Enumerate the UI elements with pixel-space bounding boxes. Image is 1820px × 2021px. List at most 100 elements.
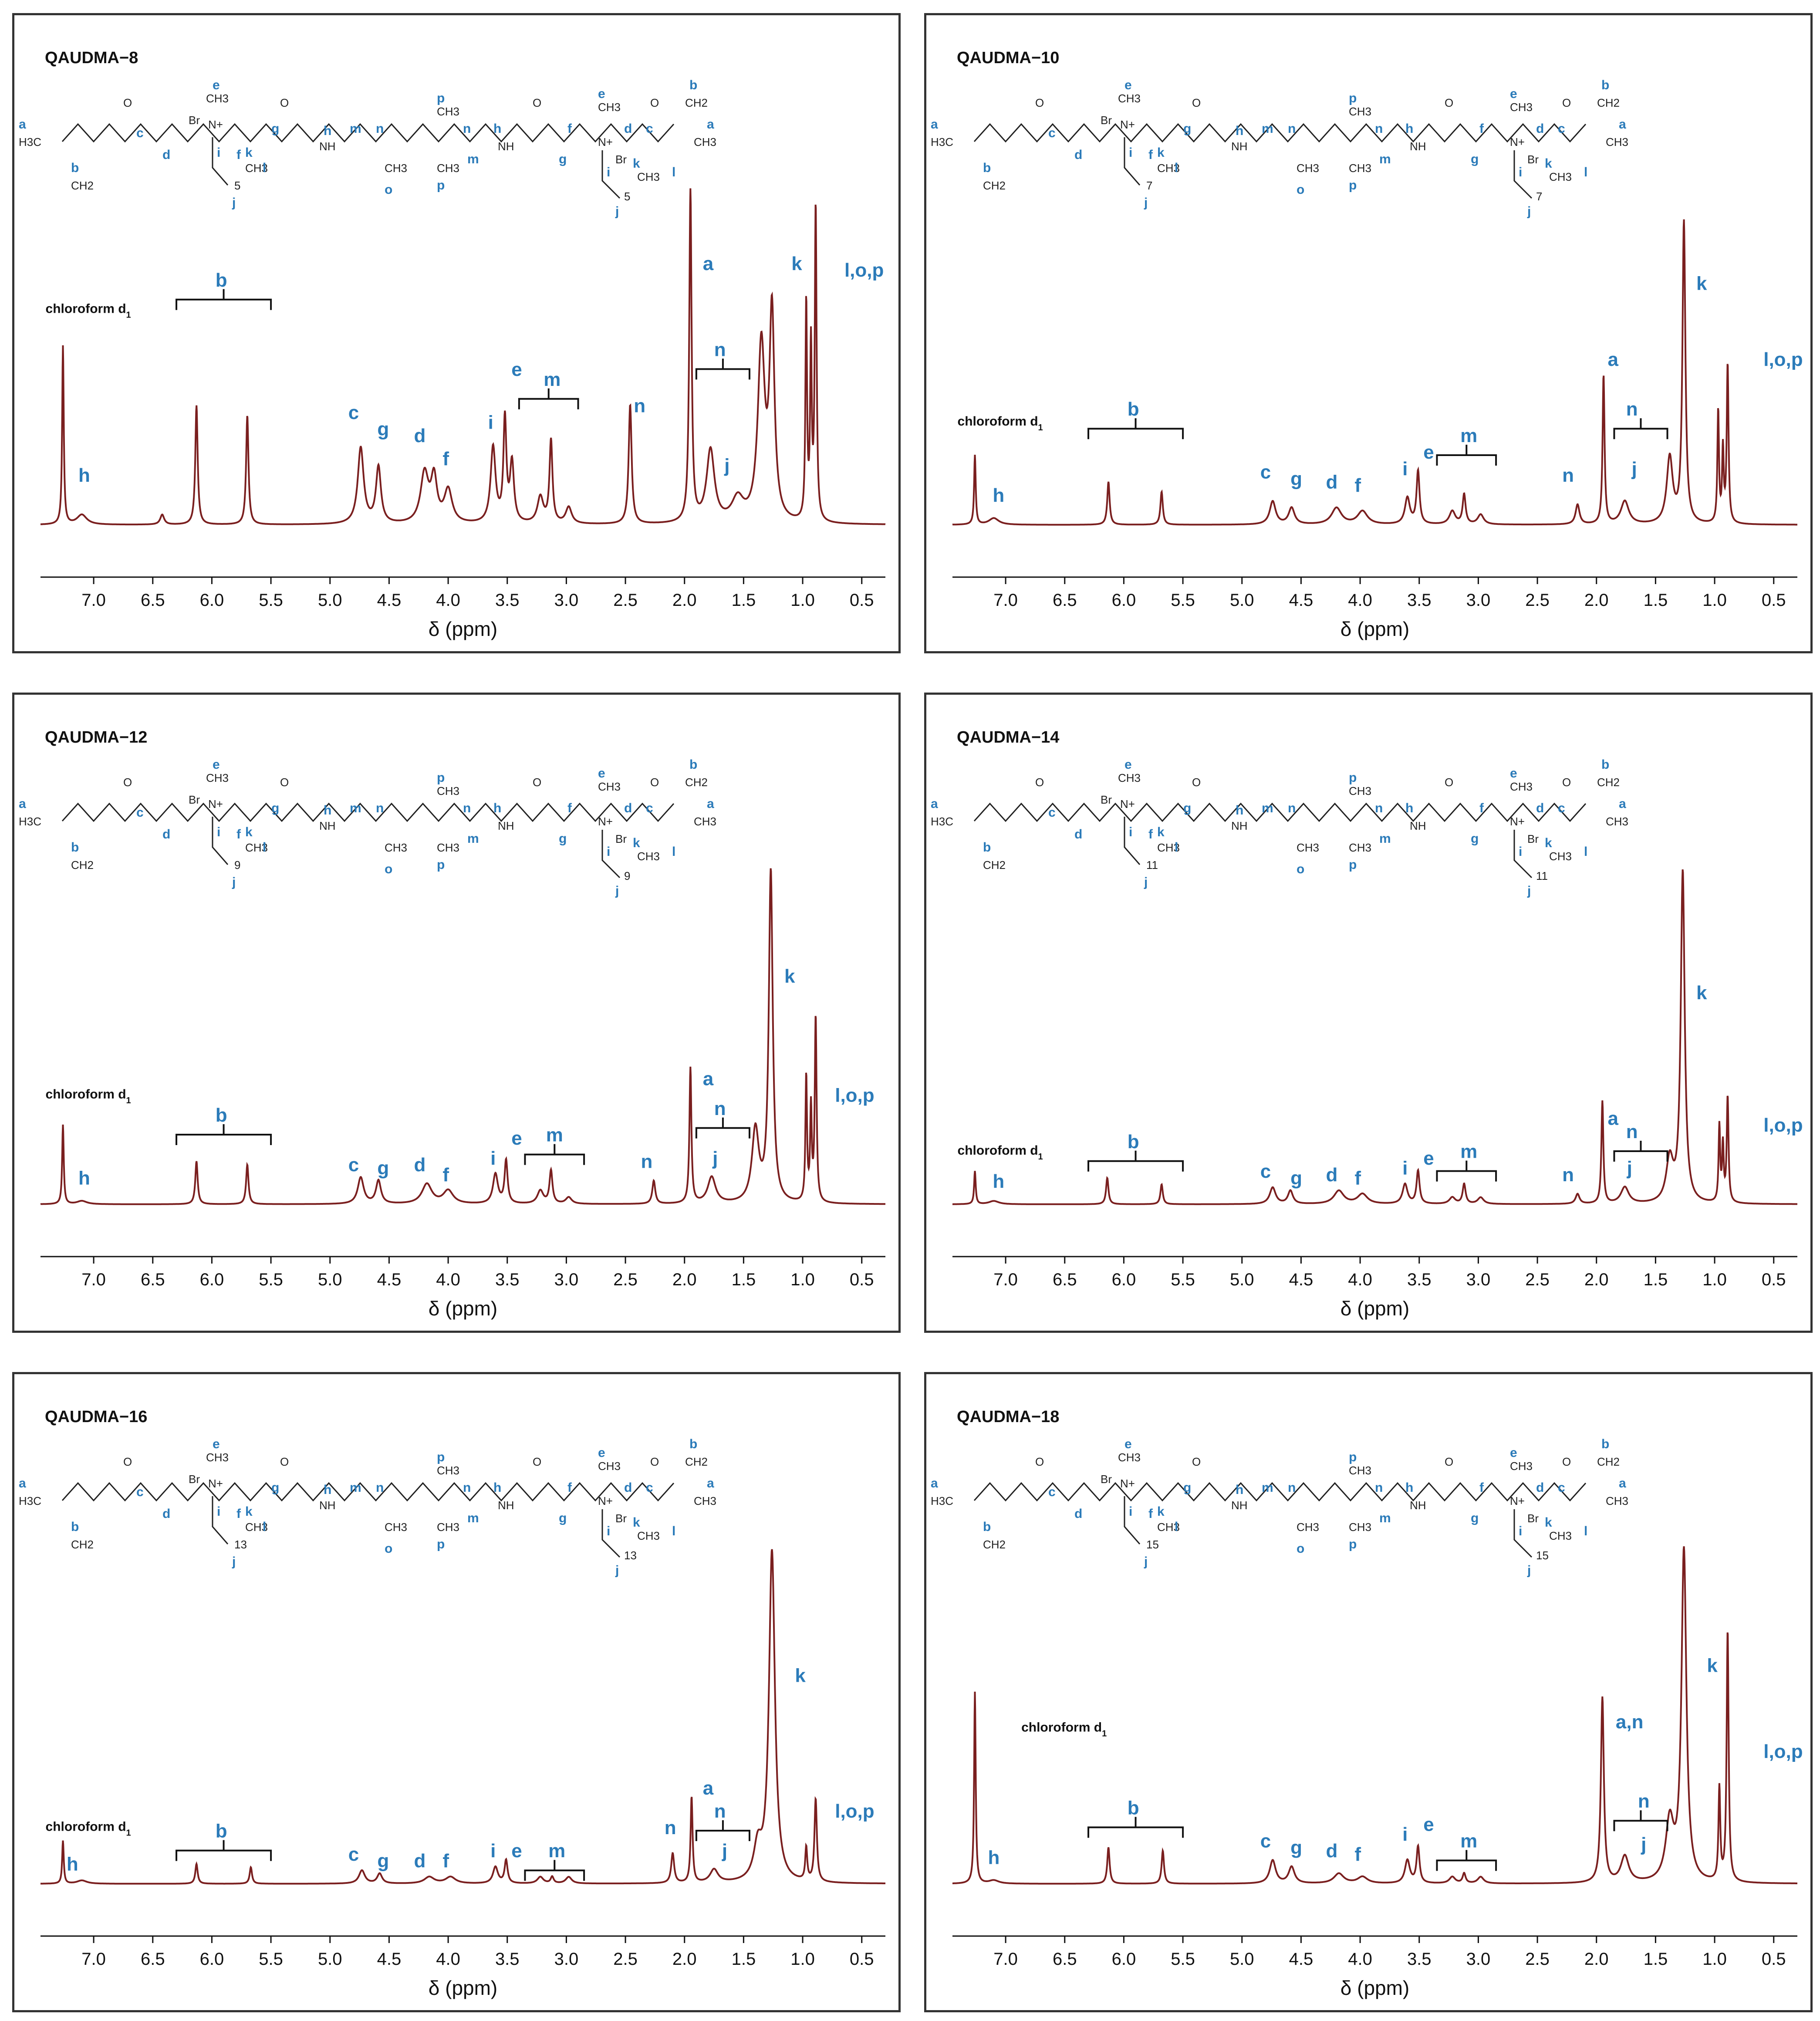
proton-label-g: g: [1183, 122, 1191, 136]
atom-ch3: CH3: [598, 780, 621, 793]
peak-label-j: j: [1631, 458, 1637, 480]
peak-label-k: k: [795, 1665, 806, 1686]
peak-label-a: a: [703, 253, 714, 274]
proton-label-n: n: [463, 801, 471, 815]
proton-label-g: g: [1183, 801, 1191, 815]
proton-label-m: m: [1379, 152, 1391, 166]
proton-label-n: n: [376, 801, 384, 815]
proton-label-g: g: [559, 831, 567, 846]
atom-nh: NH: [1410, 819, 1426, 832]
proton-label-a: a: [931, 797, 938, 811]
peak-label-m: m: [1460, 1830, 1477, 1852]
atom-o: O: [533, 776, 541, 789]
x-tick-label: 3.0: [1466, 1950, 1491, 1969]
x-tick-label: 2.5: [613, 591, 638, 610]
backbone-bond: [973, 1482, 1587, 1502]
solvent-label: chloroform d1: [958, 414, 1043, 433]
atom-h3c: H3C: [931, 135, 953, 149]
proton-label-o: o: [385, 1541, 392, 1556]
atom-ch2: CH2: [1597, 1455, 1620, 1468]
atom-br: Br: [615, 1512, 627, 1525]
peak-label-b: b: [1128, 399, 1139, 420]
peak-label-lop: l,o,p: [844, 260, 884, 281]
peak-label-m: m: [548, 1840, 565, 1862]
peak-label-d: d: [414, 425, 426, 446]
atom-ch3: CH3: [1157, 1521, 1180, 1534]
atom-o: O: [650, 1455, 659, 1468]
peak-label-d: d: [1326, 471, 1338, 493]
atom-ch3: CH3: [637, 850, 660, 863]
proton-label-h: h: [1236, 124, 1243, 138]
atom-o: O: [533, 96, 541, 109]
x-tick-label: 1.0: [1702, 1950, 1727, 1969]
proton-label-m: m: [1262, 801, 1273, 815]
peak-label-n: n: [1638, 1791, 1650, 1812]
integration-bracket: [1436, 1850, 1497, 1871]
peak-label-n: n: [714, 1098, 726, 1119]
peak-label-n: n: [1626, 399, 1638, 420]
x-tick-label: 2.0: [672, 591, 697, 610]
x-tick-label: 6.5: [141, 591, 165, 610]
x-tick-label: 1.0: [790, 591, 815, 610]
x-tick-label: 2.0: [672, 1270, 697, 1289]
proton-label-f: f: [1148, 148, 1153, 162]
x-tick-label: 7.0: [993, 1270, 1018, 1289]
atom-br: Br: [1101, 114, 1112, 127]
proton-label-i: i: [1129, 1504, 1132, 1519]
proton-label-l: l: [672, 165, 675, 179]
x-tick-label: 4.5: [1289, 1270, 1314, 1289]
atom-ch3: CH3: [1349, 841, 1371, 854]
spectrum-line: [41, 1549, 885, 1885]
atom-br: Br: [615, 832, 627, 845]
atom-ch3: CH3: [245, 841, 268, 854]
proton-label-l: l: [263, 1520, 266, 1534]
atom-ch3: CH3: [637, 170, 660, 183]
integration-bracket: [1613, 418, 1668, 439]
proton-label-m: m: [350, 1480, 361, 1495]
proton-label-i: i: [1129, 825, 1132, 839]
proton-label-p: p: [1349, 858, 1357, 872]
atom-br: Br: [189, 114, 200, 127]
x-tick-label: 6.5: [141, 1950, 165, 1969]
peak-label-h: h: [993, 1171, 1004, 1192]
peak-label-m: m: [1460, 425, 1477, 446]
integration-bracket: [524, 1144, 585, 1165]
peak-label-k: k: [1696, 982, 1707, 1004]
atom-o: O: [1192, 776, 1201, 789]
atom-ch3: CH3: [437, 784, 459, 798]
proton-label-o: o: [1297, 1541, 1304, 1556]
atom-ch2: CH2: [71, 858, 94, 872]
x-tick-label: 2.5: [1525, 1270, 1550, 1289]
proton-label-k: k: [245, 825, 253, 839]
integration-bracket: [1613, 1810, 1668, 1832]
peak-label-a: a: [703, 1068, 714, 1089]
proton-label-f: f: [1148, 1507, 1153, 1521]
proton-label-g: g: [271, 1480, 279, 1495]
peak-label-i: i: [1402, 1824, 1408, 1845]
atom-ch3: CH3: [437, 841, 459, 854]
atom-ch2: CH2: [983, 858, 1006, 872]
atom-nh: NH: [498, 819, 514, 832]
x-tick-label: 7.0: [81, 591, 106, 610]
x-tick-label: 7.0: [81, 1270, 106, 1289]
proton-label-p: p: [437, 1537, 445, 1551]
x-tick-label: 7.0: [81, 1950, 106, 1969]
peak-label-e: e: [1423, 1148, 1434, 1169]
peak-label-m: m: [1460, 1141, 1477, 1163]
peak-label-an: a,n: [1616, 1711, 1644, 1733]
proton-label-i: i: [1519, 165, 1522, 179]
solvent-subscript: 1: [1038, 1152, 1043, 1162]
proton-label-j: j: [232, 1555, 236, 1569]
atom-nh: NH: [1231, 819, 1248, 832]
peak-label-n: n: [714, 1801, 726, 1822]
proton-label-g: g: [1471, 831, 1479, 846]
peak-label-e: e: [511, 1840, 522, 1862]
peak-label-n: n: [634, 395, 645, 417]
proton-label-e: e: [213, 78, 220, 92]
x-tick-label: 1.5: [1644, 591, 1668, 610]
alkyl-chain-bond: [212, 1496, 229, 1544]
peak-label-g: g: [377, 1850, 389, 1872]
proton-label-n: n: [1375, 122, 1383, 136]
